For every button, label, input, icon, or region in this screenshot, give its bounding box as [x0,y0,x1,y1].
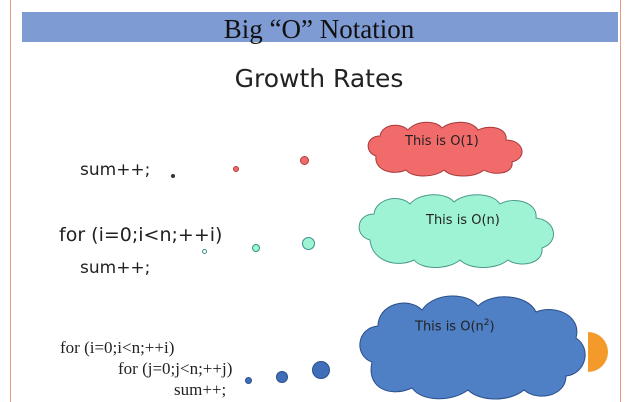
cloud-o1-label: This is O(1) [405,134,479,149]
cloud-on-label: This is O(n) [426,213,500,228]
code-block2-line1: for (i=0;i<n;++i) [59,224,223,246]
growth-dot-o1-large [300,156,309,165]
code-block3-line1: for (i=0;i<n;++i) [60,338,175,357]
cloud-o1 [367,121,523,177]
code-block2-line2: sum++; [80,258,151,278]
decorative-half-circle [588,332,608,372]
growth-dot-on-3 [302,237,315,250]
title-bar [22,12,618,42]
cloud-on [358,194,554,268]
growth-dot-on2-1 [245,377,252,384]
slide-subtitle: Growth Rates [234,64,404,93]
left-border-line [10,0,11,402]
code-block1-line1: sum++; [80,160,151,180]
growth-dot-on-2 [252,244,260,252]
growth-dot-on2-3 [312,361,330,379]
growth-dot-on-1 [202,249,207,254]
code-block3-line2: for (j=0;j<n;++j) [118,359,233,378]
code-block3-line3: sum++; [174,380,227,399]
slide-title: Big “O” Notation [223,14,415,44]
right-border-line [620,0,621,402]
cloud-on2-label: This is O(n2) [415,318,495,335]
bullet-dot [171,174,175,178]
cloud-on2 [359,295,586,400]
growth-dot-o1-small [233,166,239,172]
growth-dot-on2-2 [276,371,288,383]
